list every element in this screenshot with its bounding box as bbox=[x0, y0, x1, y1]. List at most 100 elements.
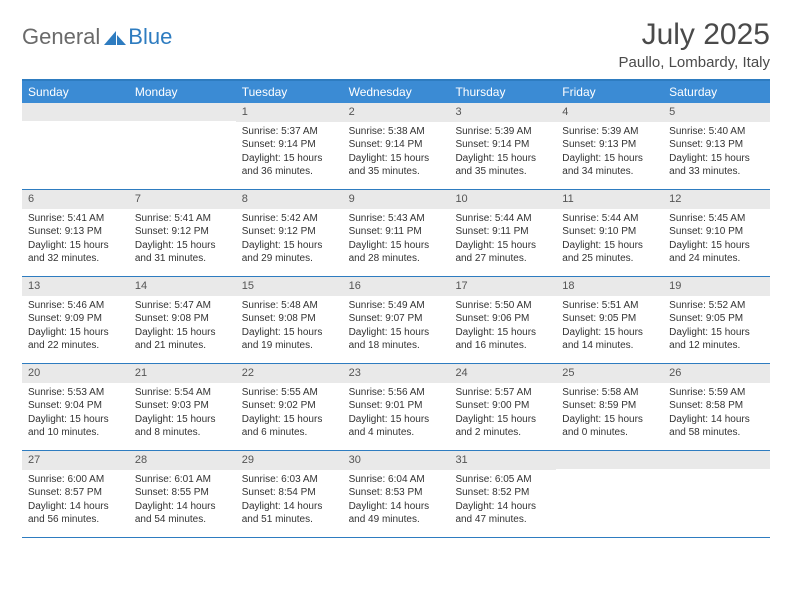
day-number: 26 bbox=[663, 364, 770, 383]
day-number: 22 bbox=[236, 364, 343, 383]
day-number: 15 bbox=[236, 277, 343, 296]
sunrise-line: Sunrise: 5:37 AM bbox=[242, 125, 337, 139]
sunset-line: Sunset: 9:14 PM bbox=[455, 138, 550, 152]
sunset-line: Sunset: 8:52 PM bbox=[455, 486, 550, 500]
daylight-line: Daylight: 15 hours and 32 minutes. bbox=[28, 239, 123, 266]
sunset-line: Sunset: 9:11 PM bbox=[349, 225, 444, 239]
day-cell: 7Sunrise: 5:41 AMSunset: 9:12 PMDaylight… bbox=[129, 190, 236, 276]
sunset-line: Sunset: 9:04 PM bbox=[28, 399, 123, 413]
day-body: Sunrise: 5:44 AMSunset: 9:10 PMDaylight:… bbox=[556, 209, 663, 272]
day-cell: 20Sunrise: 5:53 AMSunset: 9:04 PMDayligh… bbox=[22, 364, 129, 450]
day-cell bbox=[22, 103, 129, 189]
day-number: 18 bbox=[556, 277, 663, 296]
day-body: Sunrise: 5:39 AMSunset: 9:13 PMDaylight:… bbox=[556, 122, 663, 185]
sunset-line: Sunset: 8:54 PM bbox=[242, 486, 337, 500]
sunrise-line: Sunrise: 5:44 AM bbox=[455, 212, 550, 226]
day-cell: 5Sunrise: 5:40 AMSunset: 9:13 PMDaylight… bbox=[663, 103, 770, 189]
sunset-line: Sunset: 9:05 PM bbox=[669, 312, 764, 326]
daylight-line: Daylight: 15 hours and 21 minutes. bbox=[135, 326, 230, 353]
sunrise-line: Sunrise: 6:03 AM bbox=[242, 473, 337, 487]
day-header: Friday bbox=[556, 81, 663, 103]
sunrise-line: Sunrise: 5:53 AM bbox=[28, 386, 123, 400]
sunrise-line: Sunrise: 5:43 AM bbox=[349, 212, 444, 226]
day-number: 11 bbox=[556, 190, 663, 209]
day-cell: 15Sunrise: 5:48 AMSunset: 9:08 PMDayligh… bbox=[236, 277, 343, 363]
day-body: Sunrise: 5:59 AMSunset: 8:58 PMDaylight:… bbox=[663, 383, 770, 446]
day-cell: 27Sunrise: 6:00 AMSunset: 8:57 PMDayligh… bbox=[22, 451, 129, 537]
day-cell: 16Sunrise: 5:49 AMSunset: 9:07 PMDayligh… bbox=[343, 277, 450, 363]
sunset-line: Sunset: 9:14 PM bbox=[242, 138, 337, 152]
sunset-line: Sunset: 9:08 PM bbox=[242, 312, 337, 326]
sunset-line: Sunset: 8:58 PM bbox=[669, 399, 764, 413]
day-body: Sunrise: 5:43 AMSunset: 9:11 PMDaylight:… bbox=[343, 209, 450, 272]
header: General Blue July 2025 Paullo, Lombardy,… bbox=[22, 18, 770, 71]
day-number: 2 bbox=[343, 103, 450, 122]
day-number: 7 bbox=[129, 190, 236, 209]
day-number: 29 bbox=[236, 451, 343, 470]
day-cell: 10Sunrise: 5:44 AMSunset: 9:11 PMDayligh… bbox=[449, 190, 556, 276]
day-body: Sunrise: 5:42 AMSunset: 9:12 PMDaylight:… bbox=[236, 209, 343, 272]
daylight-line: Daylight: 15 hours and 35 minutes. bbox=[455, 152, 550, 179]
daylight-line: Daylight: 14 hours and 56 minutes. bbox=[28, 500, 123, 527]
sunrise-line: Sunrise: 5:50 AM bbox=[455, 299, 550, 313]
sunset-line: Sunset: 8:55 PM bbox=[135, 486, 230, 500]
daylight-line: Daylight: 15 hours and 35 minutes. bbox=[349, 152, 444, 179]
day-body: Sunrise: 5:45 AMSunset: 9:10 PMDaylight:… bbox=[663, 209, 770, 272]
day-number bbox=[556, 451, 663, 469]
daylight-line: Daylight: 15 hours and 19 minutes. bbox=[242, 326, 337, 353]
daylight-line: Daylight: 14 hours and 54 minutes. bbox=[135, 500, 230, 527]
day-body: Sunrise: 5:39 AMSunset: 9:14 PMDaylight:… bbox=[449, 122, 556, 185]
daylight-line: Daylight: 14 hours and 49 minutes. bbox=[349, 500, 444, 527]
calendar: SundayMondayTuesdayWednesdayThursdayFrid… bbox=[22, 79, 770, 538]
sunset-line: Sunset: 9:03 PM bbox=[135, 399, 230, 413]
day-header-row: SundayMondayTuesdayWednesdayThursdayFrid… bbox=[22, 81, 770, 103]
day-cell: 19Sunrise: 5:52 AMSunset: 9:05 PMDayligh… bbox=[663, 277, 770, 363]
sunset-line: Sunset: 9:13 PM bbox=[28, 225, 123, 239]
sunset-line: Sunset: 9:10 PM bbox=[669, 225, 764, 239]
header-right: July 2025 Paullo, Lombardy, Italy bbox=[619, 18, 770, 71]
day-cell bbox=[129, 103, 236, 189]
day-body: Sunrise: 6:01 AMSunset: 8:55 PMDaylight:… bbox=[129, 470, 236, 533]
sunset-line: Sunset: 9:02 PM bbox=[242, 399, 337, 413]
day-cell: 23Sunrise: 5:56 AMSunset: 9:01 PMDayligh… bbox=[343, 364, 450, 450]
day-cell: 28Sunrise: 6:01 AMSunset: 8:55 PMDayligh… bbox=[129, 451, 236, 537]
day-cell: 18Sunrise: 5:51 AMSunset: 9:05 PMDayligh… bbox=[556, 277, 663, 363]
week-row: 27Sunrise: 6:00 AMSunset: 8:57 PMDayligh… bbox=[22, 451, 770, 538]
day-body: Sunrise: 5:54 AMSunset: 9:03 PMDaylight:… bbox=[129, 383, 236, 446]
day-cell: 13Sunrise: 5:46 AMSunset: 9:09 PMDayligh… bbox=[22, 277, 129, 363]
day-cell: 21Sunrise: 5:54 AMSunset: 9:03 PMDayligh… bbox=[129, 364, 236, 450]
day-body: Sunrise: 5:49 AMSunset: 9:07 PMDaylight:… bbox=[343, 296, 450, 359]
sunset-line: Sunset: 9:05 PM bbox=[562, 312, 657, 326]
day-cell: 2Sunrise: 5:38 AMSunset: 9:14 PMDaylight… bbox=[343, 103, 450, 189]
day-number: 24 bbox=[449, 364, 556, 383]
daylight-line: Daylight: 15 hours and 25 minutes. bbox=[562, 239, 657, 266]
day-body: Sunrise: 5:37 AMSunset: 9:14 PMDaylight:… bbox=[236, 122, 343, 185]
day-number: 4 bbox=[556, 103, 663, 122]
day-cell: 9Sunrise: 5:43 AMSunset: 9:11 PMDaylight… bbox=[343, 190, 450, 276]
day-number: 13 bbox=[22, 277, 129, 296]
day-number: 5 bbox=[663, 103, 770, 122]
daylight-line: Daylight: 14 hours and 51 minutes. bbox=[242, 500, 337, 527]
day-number: 10 bbox=[449, 190, 556, 209]
day-number: 23 bbox=[343, 364, 450, 383]
sunrise-line: Sunrise: 5:57 AM bbox=[455, 386, 550, 400]
day-body: Sunrise: 5:58 AMSunset: 8:59 PMDaylight:… bbox=[556, 383, 663, 446]
day-cell: 14Sunrise: 5:47 AMSunset: 9:08 PMDayligh… bbox=[129, 277, 236, 363]
daylight-line: Daylight: 15 hours and 14 minutes. bbox=[562, 326, 657, 353]
sunset-line: Sunset: 9:13 PM bbox=[562, 138, 657, 152]
day-number: 31 bbox=[449, 451, 556, 470]
sunset-line: Sunset: 9:13 PM bbox=[669, 138, 764, 152]
day-number: 20 bbox=[22, 364, 129, 383]
daylight-line: Daylight: 15 hours and 36 minutes. bbox=[242, 152, 337, 179]
sunrise-line: Sunrise: 5:41 AM bbox=[135, 212, 230, 226]
day-number: 25 bbox=[556, 364, 663, 383]
sunrise-line: Sunrise: 5:40 AM bbox=[669, 125, 764, 139]
day-number: 28 bbox=[129, 451, 236, 470]
daylight-line: Daylight: 15 hours and 8 minutes. bbox=[135, 413, 230, 440]
day-cell: 3Sunrise: 5:39 AMSunset: 9:14 PMDaylight… bbox=[449, 103, 556, 189]
day-header: Tuesday bbox=[236, 81, 343, 103]
daylight-line: Daylight: 15 hours and 34 minutes. bbox=[562, 152, 657, 179]
day-cell: 1Sunrise: 5:37 AMSunset: 9:14 PMDaylight… bbox=[236, 103, 343, 189]
day-number: 12 bbox=[663, 190, 770, 209]
day-body: Sunrise: 5:47 AMSunset: 9:08 PMDaylight:… bbox=[129, 296, 236, 359]
